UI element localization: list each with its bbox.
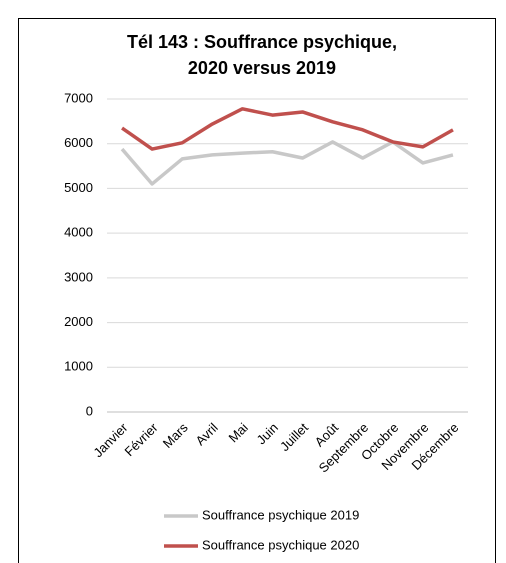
line-series xyxy=(120,140,454,186)
y-tick-label: 5000 xyxy=(64,180,93,195)
legend-label: Souffrance psychique 2019 xyxy=(202,507,359,522)
chart-title: 2020 versus 2019 xyxy=(188,58,336,78)
y-tick-label: 7000 xyxy=(64,90,93,105)
y-tick-label: 1000 xyxy=(64,359,93,374)
y-tick-label: 6000 xyxy=(64,135,93,150)
y-tick-label: 3000 xyxy=(64,269,93,284)
y-tick-label: 4000 xyxy=(64,225,93,240)
chart-title: Tél 143 : Souffrance psychique, xyxy=(127,32,397,52)
y-tick-label: 0 xyxy=(86,403,93,418)
y-tick-label: 2000 xyxy=(64,314,93,329)
legend-label: Souffrance psychique 2020 xyxy=(202,537,359,552)
chart-frame xyxy=(18,18,496,563)
line-series xyxy=(121,107,454,151)
